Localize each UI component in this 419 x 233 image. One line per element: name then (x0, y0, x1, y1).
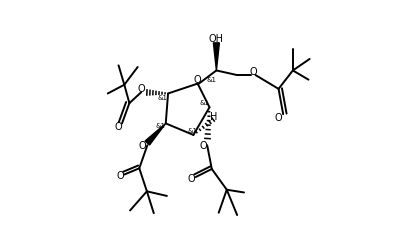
Text: O: O (137, 84, 145, 94)
Text: O: O (187, 174, 195, 184)
Text: OH: OH (209, 34, 224, 44)
Text: &1: &1 (155, 123, 165, 129)
Polygon shape (145, 123, 166, 145)
Text: O: O (139, 141, 147, 151)
Text: O: O (199, 141, 207, 151)
Polygon shape (213, 43, 220, 70)
Text: &1: &1 (187, 128, 197, 134)
Text: O: O (249, 67, 257, 77)
Text: &1: &1 (200, 100, 210, 106)
Text: &1: &1 (157, 95, 167, 101)
Text: O: O (275, 113, 282, 123)
Text: H: H (210, 112, 218, 122)
Text: O: O (115, 122, 122, 132)
Text: &1: &1 (206, 77, 216, 83)
Text: O: O (116, 171, 124, 181)
Text: O: O (193, 75, 201, 85)
